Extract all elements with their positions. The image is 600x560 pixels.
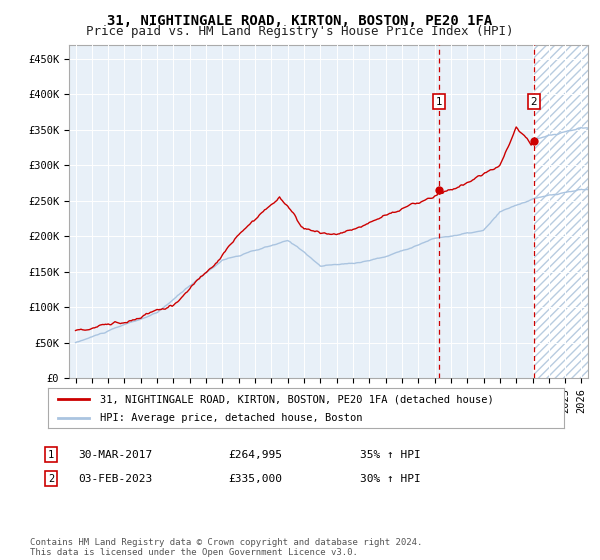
Text: Price paid vs. HM Land Registry's House Price Index (HPI): Price paid vs. HM Land Registry's House …: [86, 25, 514, 38]
Text: £264,995: £264,995: [228, 450, 282, 460]
Text: 1: 1: [436, 96, 442, 106]
Text: Contains HM Land Registry data © Crown copyright and database right 2024.
This d: Contains HM Land Registry data © Crown c…: [30, 538, 422, 557]
Text: 03-FEB-2023: 03-FEB-2023: [78, 474, 152, 484]
Text: HPI: Average price, detached house, Boston: HPI: Average price, detached house, Bost…: [100, 413, 362, 423]
Text: 2: 2: [530, 96, 537, 106]
Bar: [67, 45, 534, 378]
Text: 35% ↑ HPI: 35% ↑ HPI: [360, 450, 421, 460]
Bar: [534, 45, 590, 378]
Text: 31, NIGHTINGALE ROAD, KIRTON, BOSTON, PE20 1FA: 31, NIGHTINGALE ROAD, KIRTON, BOSTON, PE…: [107, 14, 493, 28]
Text: 30% ↑ HPI: 30% ↑ HPI: [360, 474, 421, 484]
Text: 30-MAR-2017: 30-MAR-2017: [78, 450, 152, 460]
Text: 31, NIGHTINGALE ROAD, KIRTON, BOSTON, PE20 1FA (detached house): 31, NIGHTINGALE ROAD, KIRTON, BOSTON, PE…: [100, 394, 493, 404]
Text: 2: 2: [48, 474, 54, 484]
Text: £335,000: £335,000: [228, 474, 282, 484]
Bar: [534, 45, 590, 378]
Text: 1: 1: [48, 450, 54, 460]
